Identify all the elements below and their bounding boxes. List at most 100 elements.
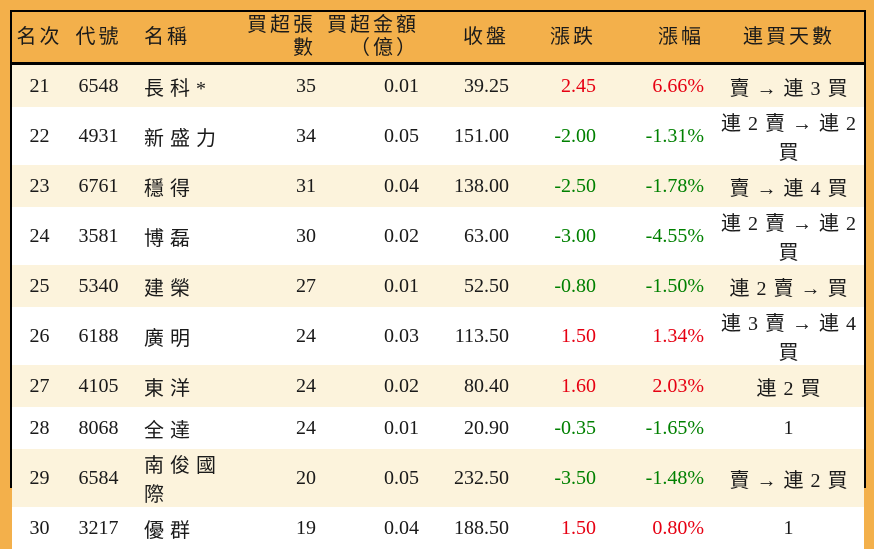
cell-volume: 31 xyxy=(236,165,326,207)
cell-streak: 1 xyxy=(714,507,864,549)
table-header: 名次 代號 名稱 買超張數 買超金額（億） 收盤 漲跌 漲幅 連買天數 xyxy=(12,12,864,64)
cell-name: 建榮 xyxy=(130,265,236,307)
cell-close: 232.50 xyxy=(429,449,519,507)
cell-rank: 30 xyxy=(12,507,67,549)
table-row: 29 6584 南俊國際 20 0.05 232.50 -3.50 -1.48%… xyxy=(12,449,864,507)
cell-volume: 35 xyxy=(236,64,326,108)
cell-code: 4105 xyxy=(67,365,130,407)
cell-change-pct: 0.80% xyxy=(606,507,714,549)
cell-code: 8068 xyxy=(67,407,130,449)
table-body: 21 6548 長科* 35 0.01 39.25 2.45 6.66% 賣 →… xyxy=(12,64,864,549)
col-header-amount-line1: 買超金額 xyxy=(326,14,419,37)
cell-amount: 0.02 xyxy=(326,365,429,407)
cell-streak: 連 2 買 xyxy=(714,365,864,407)
cell-amount: 0.01 xyxy=(326,407,429,449)
cell-volume: 27 xyxy=(236,265,326,307)
cell-amount: 0.04 xyxy=(326,165,429,207)
col-header-change: 漲跌 xyxy=(519,12,606,64)
table-row: 25 5340 建榮 27 0.01 52.50 -0.80 -1.50% 連 … xyxy=(12,265,864,307)
cell-volume: 30 xyxy=(236,207,326,265)
cell-rank: 29 xyxy=(12,449,67,507)
cell-rank: 23 xyxy=(12,165,67,207)
cell-change: -3.00 xyxy=(519,207,606,265)
cell-name: 廣明 xyxy=(130,307,236,365)
cell-change: 1.50 xyxy=(519,507,606,549)
cell-rank: 24 xyxy=(12,207,67,265)
cell-rank: 26 xyxy=(12,307,67,365)
cell-code: 3581 xyxy=(67,207,130,265)
cell-rank: 25 xyxy=(12,265,67,307)
col-header-close: 收盤 xyxy=(429,12,519,64)
cell-code: 6548 xyxy=(67,64,130,108)
col-header-rank: 名次 xyxy=(12,12,67,64)
cell-volume: 34 xyxy=(236,107,326,165)
cell-code: 4931 xyxy=(67,107,130,165)
cell-code: 6761 xyxy=(67,165,130,207)
stock-buy-ranking-table: 名次 代號 名稱 買超張數 買超金額（億） 收盤 漲跌 漲幅 連買天數 21 6… xyxy=(12,12,864,549)
cell-change: -2.00 xyxy=(519,107,606,165)
cell-change-pct: -1.50% xyxy=(606,265,714,307)
cell-streak: 1 xyxy=(714,407,864,449)
col-header-streak: 連買天數 xyxy=(714,12,864,64)
cell-close: 188.50 xyxy=(429,507,519,549)
cell-amount: 0.05 xyxy=(326,107,429,165)
cell-code: 3217 xyxy=(67,507,130,549)
table-row: 27 4105 東洋 24 0.02 80.40 1.60 2.03% 連 2 … xyxy=(12,365,864,407)
cell-volume: 24 xyxy=(236,307,326,365)
col-header-amount-line2: （億） xyxy=(326,37,419,60)
header-row: 名次 代號 名稱 買超張數 買超金額（億） 收盤 漲跌 漲幅 連買天數 xyxy=(12,12,864,64)
cell-name: 南俊國際 xyxy=(130,449,236,507)
cell-close: 52.50 xyxy=(429,265,519,307)
cell-name: 優群 xyxy=(130,507,236,549)
col-header-volume: 買超張數 xyxy=(236,12,326,64)
cell-change: 1.60 xyxy=(519,365,606,407)
cell-streak: 連 2 賣 → 連 2 買 xyxy=(714,107,864,165)
cell-close: 113.50 xyxy=(429,307,519,365)
cell-close: 63.00 xyxy=(429,207,519,265)
col-header-name: 名稱 xyxy=(130,12,236,64)
cell-name: 全達 xyxy=(130,407,236,449)
cell-change-pct: 6.66% xyxy=(606,64,714,108)
cell-volume: 20 xyxy=(236,449,326,507)
cell-amount: 0.02 xyxy=(326,207,429,265)
cell-streak: 連 2 賣 → 買 xyxy=(714,265,864,307)
cell-change-pct: -1.31% xyxy=(606,107,714,165)
cell-close: 20.90 xyxy=(429,407,519,449)
cell-volume: 19 xyxy=(236,507,326,549)
cell-name: 新盛力 xyxy=(130,107,236,165)
cell-volume: 24 xyxy=(236,407,326,449)
stock-table-frame: 名次 代號 名稱 買超張數 買超金額（億） 收盤 漲跌 漲幅 連買天數 21 6… xyxy=(10,10,866,488)
cell-streak: 連 2 賣 → 連 2 買 xyxy=(714,207,864,265)
cell-close: 151.00 xyxy=(429,107,519,165)
cell-change-pct: -4.55% xyxy=(606,207,714,265)
cell-volume: 24 xyxy=(236,365,326,407)
cell-streak: 賣 → 連 4 買 xyxy=(714,165,864,207)
table-row: 26 6188 廣明 24 0.03 113.50 1.50 1.34% 連 3… xyxy=(12,307,864,365)
table-row: 30 3217 優群 19 0.04 188.50 1.50 0.80% 1 xyxy=(12,507,864,549)
cell-code: 6584 xyxy=(67,449,130,507)
cell-close: 138.00 xyxy=(429,165,519,207)
cell-amount: 0.03 xyxy=(326,307,429,365)
cell-rank: 28 xyxy=(12,407,67,449)
cell-close: 80.40 xyxy=(429,365,519,407)
cell-change: 1.50 xyxy=(519,307,606,365)
col-header-code: 代號 xyxy=(67,12,130,64)
cell-amount: 0.01 xyxy=(326,64,429,108)
col-header-change-pct: 漲幅 xyxy=(606,12,714,64)
cell-change-pct: -1.78% xyxy=(606,165,714,207)
cell-change: 2.45 xyxy=(519,64,606,108)
table-row: 21 6548 長科* 35 0.01 39.25 2.45 6.66% 賣 →… xyxy=(12,64,864,108)
table-row: 23 6761 穩得 31 0.04 138.00 -2.50 -1.78% 賣… xyxy=(12,165,864,207)
cell-name: 長科* xyxy=(130,64,236,108)
cell-change: -0.80 xyxy=(519,265,606,307)
cell-change: -3.50 xyxy=(519,449,606,507)
cell-change-pct: -1.48% xyxy=(606,449,714,507)
cell-change-pct: -1.65% xyxy=(606,407,714,449)
cell-name: 東洋 xyxy=(130,365,236,407)
cell-close: 39.25 xyxy=(429,64,519,108)
cell-streak: 連 3 賣 → 連 4 買 xyxy=(714,307,864,365)
table-row: 22 4931 新盛力 34 0.05 151.00 -2.00 -1.31% … xyxy=(12,107,864,165)
cell-rank: 27 xyxy=(12,365,67,407)
cell-amount: 0.01 xyxy=(326,265,429,307)
cell-change-pct: 2.03% xyxy=(606,365,714,407)
